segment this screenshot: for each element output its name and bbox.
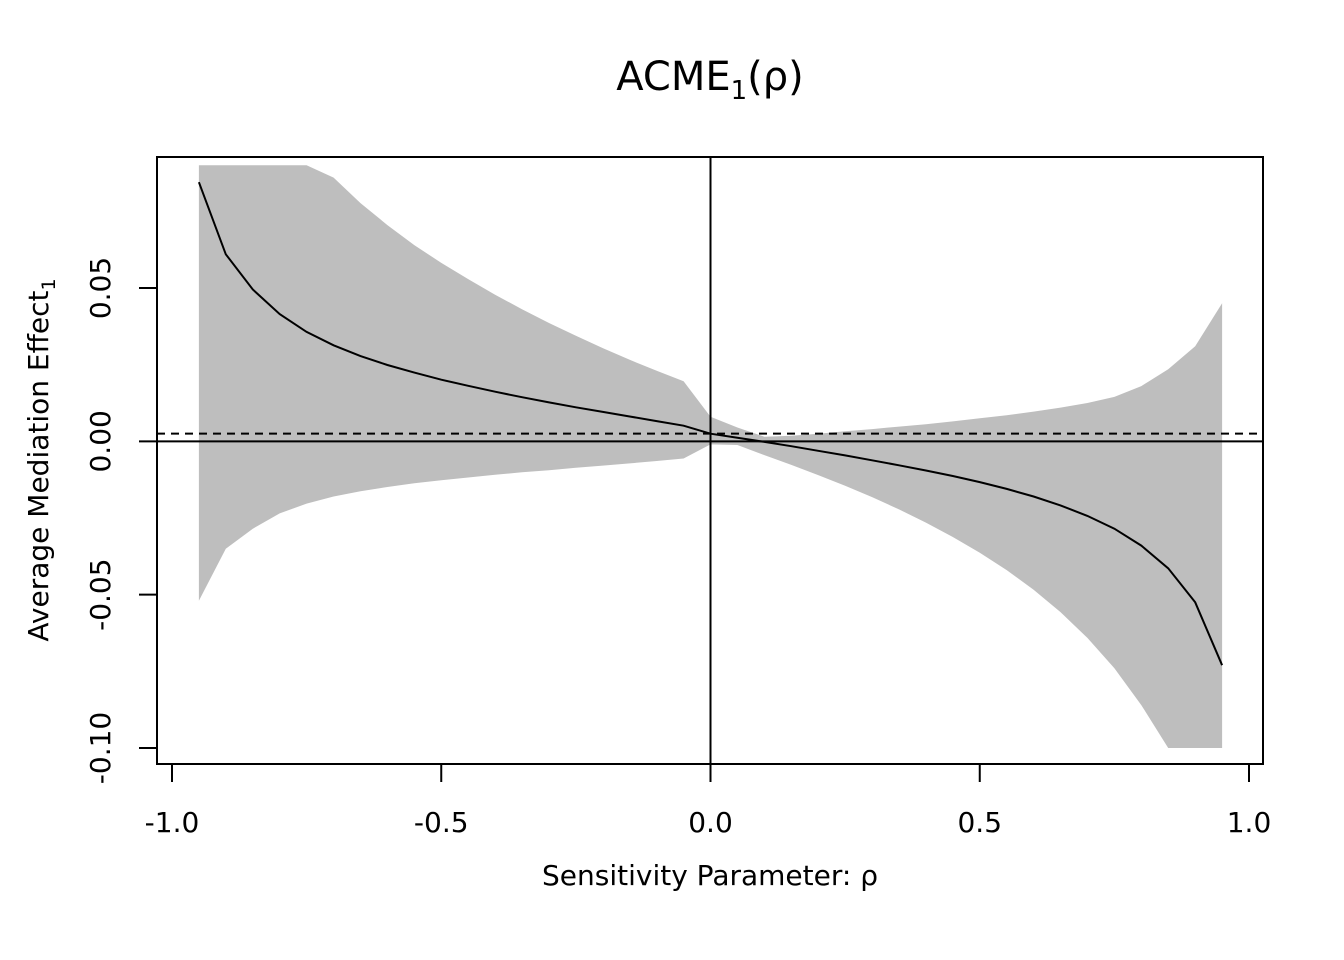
plot-area — [157, 157, 1263, 764]
y-axis: -0.10 -0.05 0.00 0.05 — [84, 257, 158, 784]
x-tick-label: -0.5 — [414, 806, 469, 839]
x-tick-label: -1.0 — [145, 806, 200, 839]
chart-title-main: ACME — [616, 54, 730, 100]
chart-title: ACME1(ρ) — [616, 54, 804, 106]
acme-estimate-line — [197, 181, 1224, 666]
y-axis-label: Average Mediation Effect1 — [22, 278, 60, 641]
y-tick-label: 0.00 — [84, 410, 117, 472]
x-axis: -1.0 -0.5 0.0 0.5 1.0 — [145, 763, 1272, 839]
y-tick-label: -0.05 — [84, 558, 117, 630]
x-tick-label: 0.0 — [688, 806, 733, 839]
x-tick-label: 1.0 — [1227, 806, 1272, 839]
plot-frame — [156, 156, 1264, 765]
y-tick-label: 0.05 — [84, 257, 117, 319]
x-axis-label: Sensitivity Parameter: ρ — [542, 859, 878, 892]
chart-title-tail: (ρ) — [747, 54, 804, 100]
y-tick-label: -0.10 — [84, 712, 117, 784]
chart-title-subscript: 1 — [731, 76, 748, 106]
confidence-band — [198, 165, 1223, 749]
y-axis-label-subscript: 1 — [38, 278, 60, 290]
y-axis-label-main: Average Mediation Effect — [22, 290, 55, 641]
x-tick-label: 0.5 — [957, 806, 1002, 839]
